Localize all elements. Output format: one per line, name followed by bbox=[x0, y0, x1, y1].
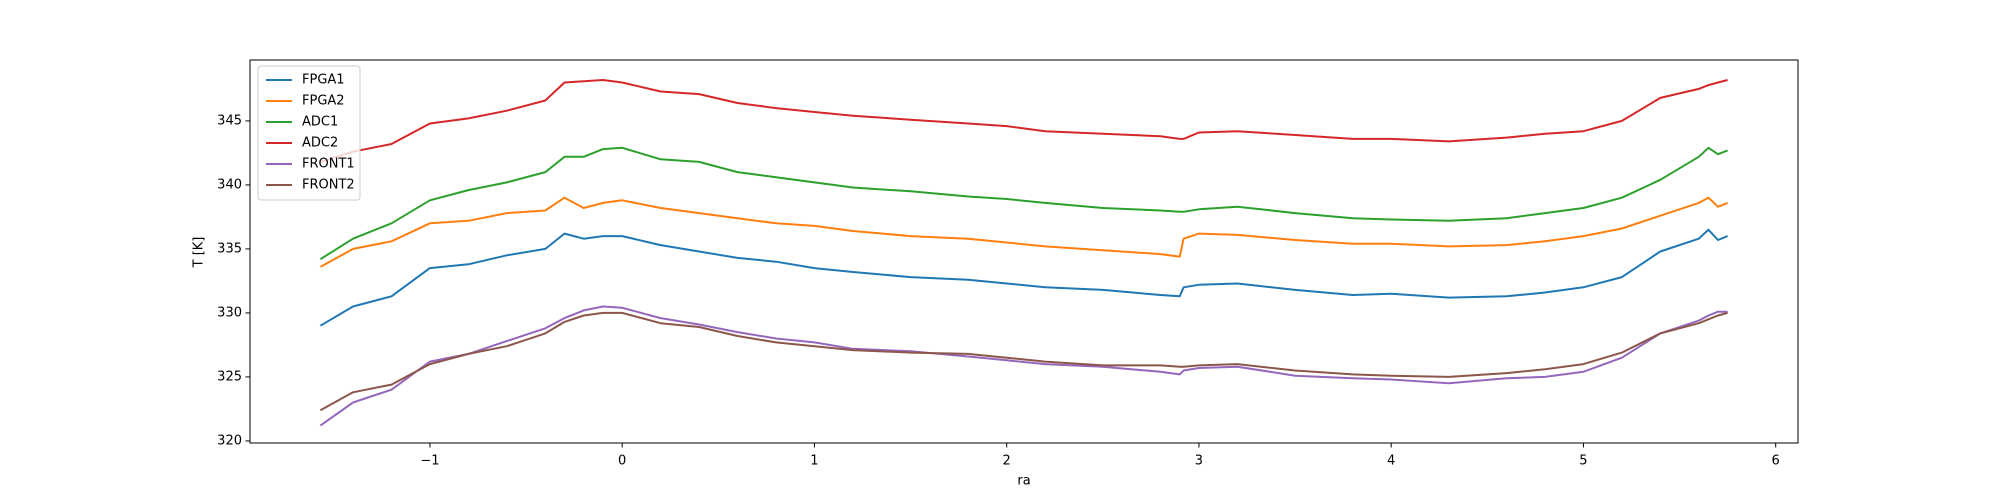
y-tick-label: 335 bbox=[217, 241, 242, 256]
x-tick-label: 5 bbox=[1579, 454, 1587, 469]
y-tick-label: 330 bbox=[217, 305, 242, 320]
legend-label: FRONT2 bbox=[302, 178, 355, 193]
y-tick-label: 325 bbox=[217, 369, 242, 384]
legend-label: ADC1 bbox=[302, 115, 338, 130]
x-tick-label: −1 bbox=[420, 454, 439, 469]
legend-label: FPGA1 bbox=[302, 73, 345, 88]
line-series bbox=[319, 146, 1728, 261]
x-tick-label: 0 bbox=[618, 454, 626, 469]
x-tick-label: 2 bbox=[1003, 454, 1011, 469]
x-axis-label: ra bbox=[1017, 474, 1030, 489]
y-tick-label: 345 bbox=[217, 113, 242, 128]
x-tick-label: 4 bbox=[1387, 454, 1395, 469]
line-series bbox=[319, 196, 1728, 268]
x-tick-label: 6 bbox=[1772, 454, 1780, 469]
x-tick-label: 3 bbox=[1195, 454, 1203, 469]
line-series bbox=[319, 305, 1728, 427]
legend-label: ADC2 bbox=[302, 136, 338, 151]
y-tick-label: 320 bbox=[217, 433, 242, 448]
plot-frame bbox=[249, 59, 1799, 444]
legend-label: FRONT1 bbox=[302, 157, 355, 172]
line-series bbox=[319, 311, 1728, 412]
y-tick-label: 340 bbox=[217, 177, 242, 192]
legend: FPGA1 FPGA2 ADC1 ADC2 FRONT1 FRONT2 bbox=[257, 65, 361, 201]
line-series bbox=[320, 79, 1728, 163]
x-tick-label: 1 bbox=[810, 454, 818, 469]
y-axis-label: T [K] bbox=[192, 237, 207, 269]
legend-label: FPGA2 bbox=[302, 94, 345, 109]
line-series bbox=[319, 228, 1728, 327]
legend-frame bbox=[257, 65, 361, 201]
